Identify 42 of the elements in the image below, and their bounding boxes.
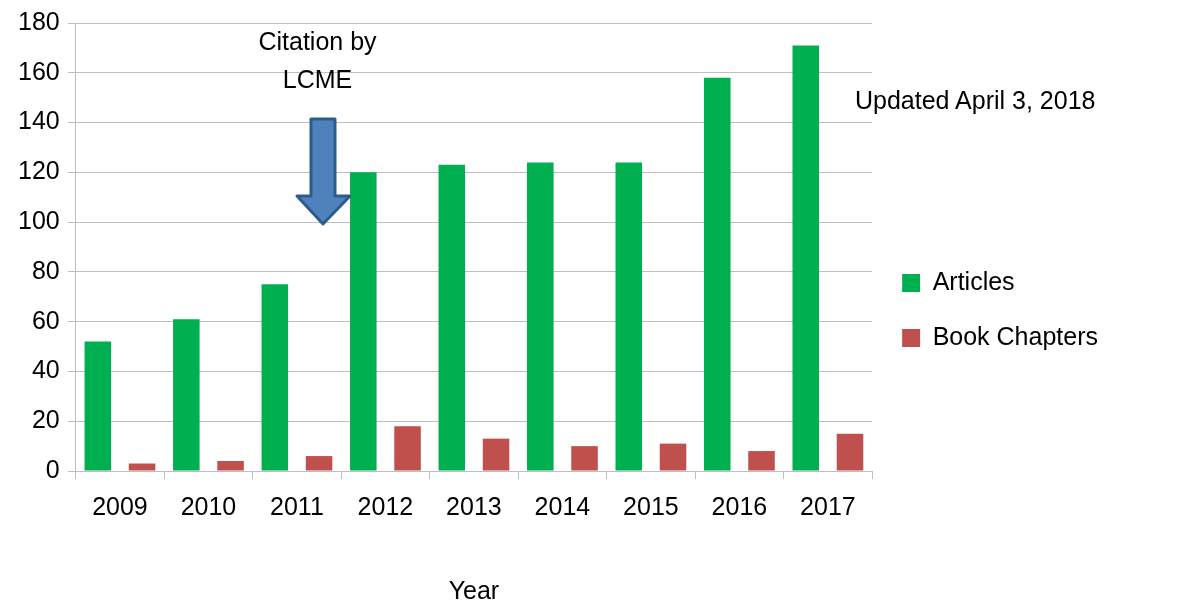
y-tick-label: 60 [31,305,60,334]
annotation: Updated April 3, 2018 [855,85,1097,116]
bar [84,341,112,471]
annotation: Citation by LCME [257,26,378,95]
y-tick-label: 80 [31,255,60,284]
bar [659,443,687,471]
x-tick-label: 2009 [92,491,148,520]
y-tick-label: 40 [31,355,60,384]
legend-label: Book Chapters [932,321,1099,350]
x-tick-label: 2011 [270,491,324,520]
bar [261,284,289,471]
bar [571,446,598,471]
x-tick-label: 2016 [711,491,768,520]
y-tick-label: 0 [45,454,60,483]
bar [173,319,200,471]
bar [217,461,244,471]
bar [836,433,864,471]
y-tick-label: 180 [17,6,60,35]
x-tick-label: 2014 [534,491,591,520]
x-axis-title: Year [448,575,500,604]
x-tick-label: 2013 [446,491,502,520]
x-tick-label: 2010 [180,491,237,520]
legend-label: Articles [932,266,1015,295]
y-tick-label: 100 [17,206,60,234]
bar [438,164,466,471]
bar [748,451,775,471]
bar [527,162,554,471]
bar [704,77,731,471]
bar [350,172,377,471]
x-tick-label: 2015 [623,491,679,520]
y-tick-label: 140 [17,106,60,135]
bar [615,162,643,471]
x-tick-label: 2017 [800,491,856,520]
bar [482,438,510,471]
y-tick-label: 20 [31,405,60,434]
y-tick-label: 160 [17,56,60,85]
y-tick-label: 120 [17,156,60,185]
x-tick-label: 2012 [357,491,414,520]
bar [305,456,333,471]
bar [128,463,156,471]
bar [792,45,820,471]
bar [394,426,421,471]
